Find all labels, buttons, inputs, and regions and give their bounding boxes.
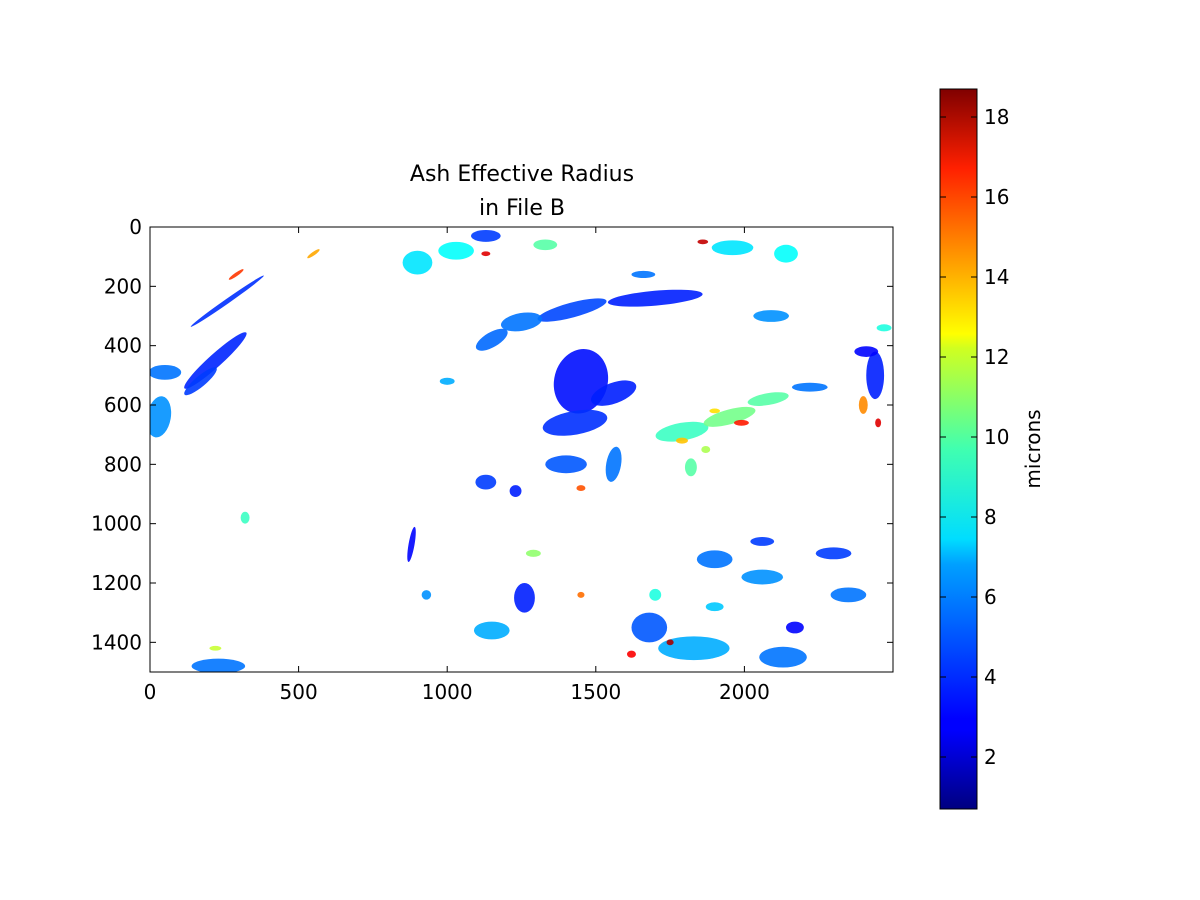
radius-patch	[542, 409, 608, 436]
radius-patch	[627, 650, 636, 658]
radius-patch	[605, 446, 622, 482]
radius-patch	[747, 392, 789, 406]
radius-patch	[184, 367, 217, 396]
radius-patch	[741, 569, 784, 585]
y-tick-label: 800	[104, 452, 142, 476]
radius-patch	[577, 591, 585, 598]
colorbar-tick-label: 4	[984, 665, 997, 689]
radius-patch	[705, 602, 724, 612]
radius-patch	[815, 547, 852, 560]
radius-patch	[703, 406, 756, 427]
radius-patch	[649, 588, 662, 601]
radius-patch	[631, 612, 668, 643]
colorbar-tick-label: 12	[984, 345, 1009, 369]
radius-patch	[191, 658, 246, 672]
radius-patch	[607, 289, 703, 307]
radius-patch	[875, 418, 882, 428]
radius-patch	[184, 332, 247, 389]
radius-patch	[786, 621, 804, 634]
radius-patch	[438, 241, 474, 260]
radius-patch	[684, 458, 697, 477]
colorbar-tick-label: 14	[984, 265, 1009, 289]
radius-patch	[402, 250, 433, 275]
radius-patch	[591, 380, 637, 406]
radius-patch	[190, 275, 264, 327]
colorbar	[939, 88, 978, 810]
radius-patch	[876, 324, 892, 332]
radius-patch	[701, 445, 711, 454]
radius-patch	[576, 485, 586, 492]
radius-patch	[307, 249, 320, 259]
chart-title-line-1: Ash Effective Radius	[410, 162, 634, 187]
radius-patch	[475, 328, 508, 351]
radius-patch	[407, 526, 416, 562]
radius-patch	[774, 244, 798, 263]
radius-patch	[791, 382, 828, 392]
radius-patch	[697, 239, 709, 245]
radius-patch	[709, 408, 721, 414]
y-tick-label: 600	[104, 393, 142, 417]
y-tick-label: 0	[129, 215, 142, 239]
y-tick-label: 400	[104, 334, 142, 358]
colorbar-tick-label: 16	[984, 185, 1009, 209]
x-axis: 0 500 1000 1500 2000	[144, 227, 770, 704]
y-tick-label: 1400	[91, 630, 142, 654]
radius-patch	[475, 474, 497, 490]
radius-patch	[830, 587, 867, 603]
chart-title-line-2: in File B	[479, 196, 565, 221]
colorbar-tick-label: 10	[984, 425, 1009, 449]
radius-patch	[753, 310, 789, 322]
x-tick-label: 1500	[570, 680, 621, 704]
y-tick-label: 1000	[91, 512, 142, 536]
radius-patch	[421, 590, 432, 600]
radius-patch	[655, 421, 709, 442]
y-tick-label: 200	[104, 274, 142, 298]
radius-patch	[676, 437, 688, 444]
radius-patch	[733, 419, 749, 426]
radius-patch	[240, 511, 250, 524]
x-tick-label: 2000	[719, 680, 770, 704]
radius-patch	[631, 270, 656, 279]
y-axis: 0 200 400 600 800 1000 1200 1400	[91, 215, 893, 654]
colorbar-tick-label: 8	[984, 505, 997, 529]
colorbar-tick-label: 6	[984, 585, 997, 609]
radius-patch	[759, 646, 807, 668]
radius-patch	[658, 636, 730, 661]
radius-patch	[537, 298, 607, 322]
radius-patch	[150, 364, 182, 380]
radius-patch	[209, 645, 222, 651]
colorbar-tick-label: 2	[984, 745, 997, 769]
colorbar-label: microns	[1021, 409, 1045, 488]
radius-patch	[150, 396, 172, 438]
x-tick-label: 0	[144, 680, 157, 704]
colorbar-tick-label: 18	[984, 105, 1009, 129]
radius-patch	[866, 351, 885, 400]
plot-frame	[149, 226, 894, 673]
radius-patch	[711, 240, 754, 256]
radius-patch	[750, 537, 775, 546]
radius-field	[150, 229, 892, 672]
colorbar-ticks: 2 4 6 8 10 12 14 16 18	[940, 105, 1009, 769]
radius-patch	[481, 251, 491, 257]
radius-patch	[509, 485, 522, 497]
radius-patch	[470, 229, 501, 242]
radius-patch	[473, 621, 510, 640]
radius-patch	[500, 312, 543, 332]
y-tick-label: 1200	[91, 571, 142, 595]
radius-patch	[439, 377, 455, 385]
x-tick-label: 500	[280, 680, 318, 704]
radius-patch	[533, 239, 558, 251]
radius-patch	[545, 455, 587, 474]
radius-patch	[666, 639, 674, 646]
radius-patch	[514, 583, 535, 613]
radius-patch	[228, 269, 244, 280]
radius-patch	[525, 549, 541, 557]
radius-patch	[696, 550, 733, 569]
x-tick-label: 1000	[422, 680, 473, 704]
radius-patch	[858, 396, 868, 414]
radius-patch	[854, 346, 879, 357]
